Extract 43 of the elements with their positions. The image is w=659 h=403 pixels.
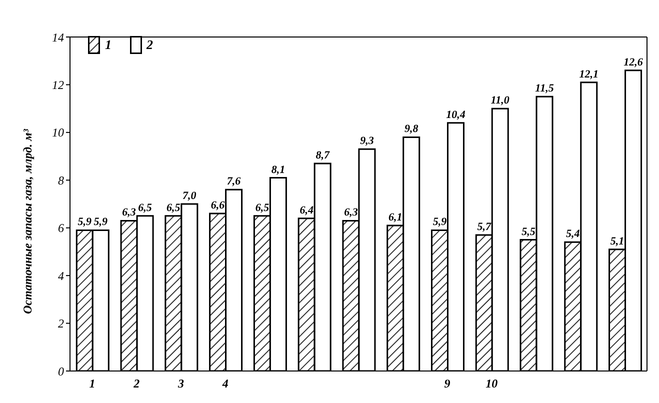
- x-tick-label: 2: [132, 376, 140, 391]
- data-label: 6,5: [255, 202, 270, 214]
- data-label: 6,3: [122, 206, 136, 219]
- data-label: 12,6: [624, 56, 644, 68]
- data-label: 5,5: [522, 226, 536, 238]
- data-label: 6,4: [300, 204, 314, 216]
- y-axis-title: Остаточные запасы газа, млрд. м³: [20, 128, 34, 314]
- x-tick-label: 1: [89, 376, 96, 391]
- legend-label: 2: [146, 37, 153, 53]
- data-label: 10,4: [446, 108, 466, 121]
- data-label: 8,1: [271, 164, 286, 176]
- data-label: 6,1: [388, 211, 402, 224]
- data-label: 5,9: [432, 216, 448, 228]
- data-label: 6,3: [344, 206, 358, 219]
- x-tick-label: 4: [221, 376, 228, 391]
- data-label: 11,0: [490, 94, 510, 107]
- y-tick-label: 10: [52, 126, 64, 140]
- x-tick-label: 3: [176, 376, 184, 391]
- y-tick-label: 4: [58, 268, 64, 283]
- data-label: 5,9: [94, 216, 108, 228]
- y-tick-label: 2: [58, 316, 64, 331]
- data-label: 5,9: [78, 216, 92, 228]
- data-label: 6,5: [138, 202, 152, 214]
- y-tick-label: 14: [52, 30, 64, 44]
- data-label: 8,7: [316, 149, 330, 162]
- x-tick-label: 10: [486, 376, 498, 391]
- y-tick-label: 12: [52, 78, 64, 92]
- data-label: 5,1: [610, 235, 624, 248]
- legend-label: 1: [105, 37, 112, 53]
- data-label: 12,1: [579, 68, 599, 80]
- y-tick-label: 8: [58, 173, 64, 188]
- data-label: 7,6: [226, 176, 242, 188]
- y-tick-label: 6: [58, 221, 64, 236]
- data-label: 7,0: [182, 190, 197, 202]
- data-label: 6,5: [166, 202, 181, 214]
- x-tick-label: 9: [444, 376, 450, 391]
- data-label: 5,7: [477, 221, 492, 234]
- data-label: 9,8: [404, 123, 419, 136]
- data-label: 11,5: [535, 82, 554, 95]
- data-label: 5,4: [566, 228, 580, 240]
- y-tick-label: 0: [58, 364, 64, 378]
- data-label: 6,6: [210, 200, 226, 212]
- data-label: 9,3: [360, 135, 374, 148]
